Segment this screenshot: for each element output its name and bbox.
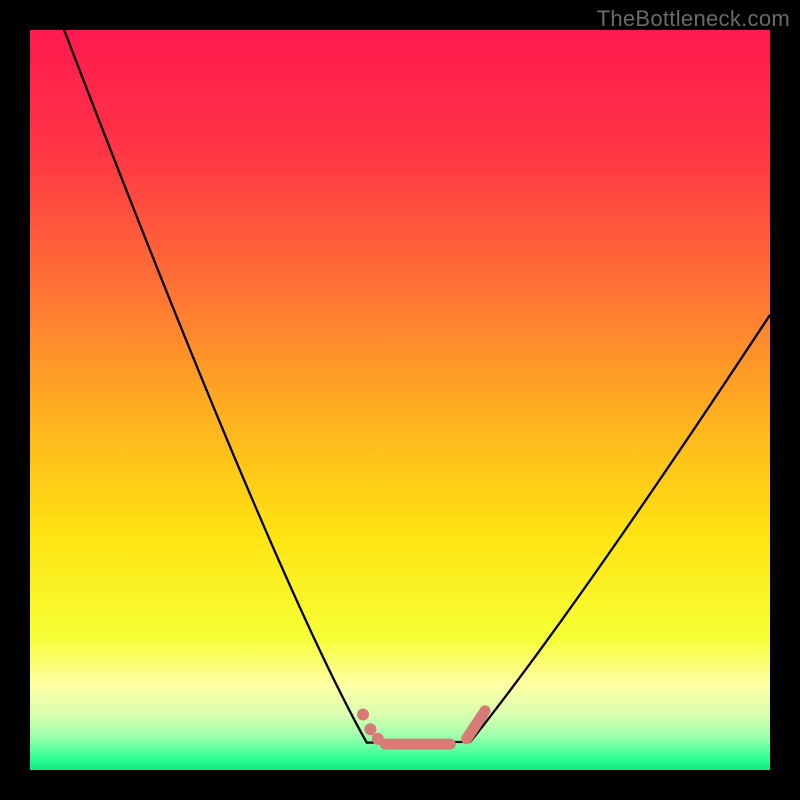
marker-dot xyxy=(357,709,369,721)
bottleneck-curve-chart xyxy=(0,0,800,800)
marker-dot xyxy=(364,723,376,735)
plot-gradient-bg xyxy=(30,30,770,770)
chart-stage: TheBottleneck.com xyxy=(0,0,800,800)
